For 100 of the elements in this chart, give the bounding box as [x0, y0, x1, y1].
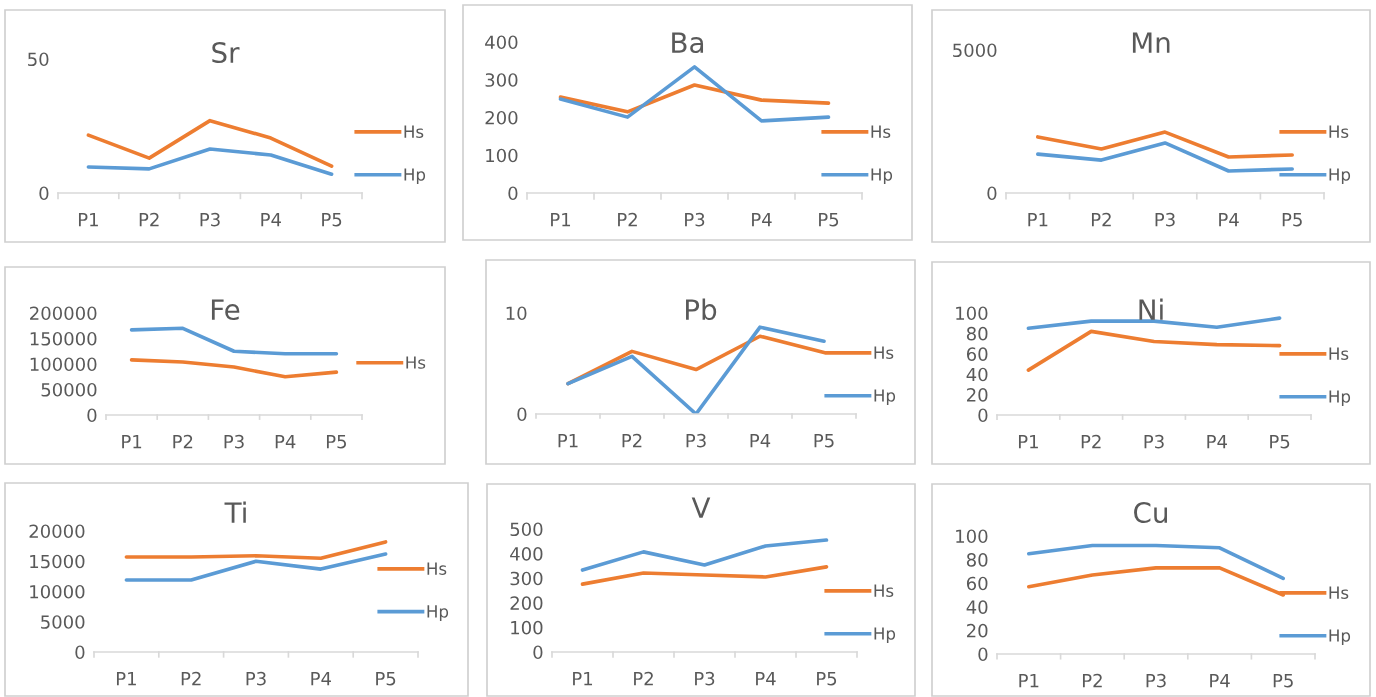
- y-tick-label: 400: [510, 547, 543, 561]
- line-series: [1035, 130, 1295, 159]
- x-tick-label: P1: [1019, 674, 1039, 688]
- x-tick-label: P2: [618, 212, 637, 227]
- line-series: [129, 358, 339, 379]
- y-tick-label: 80: [966, 553, 988, 567]
- legend-label: Hp: [874, 627, 896, 643]
- x-tick-label: P2: [181, 671, 201, 686]
- y-tick-label: 0: [533, 645, 543, 660]
- line-series: [129, 326, 339, 356]
- x-tick-label: P2: [139, 212, 159, 227]
- x-tick-label: P4: [752, 213, 772, 227]
- y-tick-label: 400: [485, 35, 518, 50]
- chart-title: V: [691, 497, 711, 518]
- x-tick-label: P3: [224, 434, 244, 449]
- x-tick-label: P2: [173, 434, 193, 449]
- x-tick-label: P5: [819, 213, 839, 227]
- legend-label: Hs: [406, 356, 426, 369]
- legend-label: Hs: [874, 584, 894, 597]
- legend-label: Hp: [427, 605, 449, 621]
- y-tick-label: 150000: [30, 331, 97, 346]
- x-tick-label: P4: [750, 434, 771, 448]
- x-tick-label: P1: [116, 672, 136, 686]
- x-tick-label: P5: [1282, 213, 1302, 227]
- y-tick-label: 20: [967, 623, 988, 638]
- x-tick-label: P4: [1207, 435, 1227, 449]
- y-tick-label: 300: [485, 73, 518, 87]
- x-tick-label: P5: [376, 672, 396, 686]
- y-tick-label: 20000: [29, 524, 85, 539]
- legend-label: Hp: [871, 168, 893, 184]
- x-tick-label: P5: [322, 213, 342, 227]
- y-tick-label: 5000: [41, 615, 85, 629]
- legend-label: Hp: [1329, 390, 1351, 406]
- x-tick-label: P4: [1210, 674, 1230, 688]
- x-tick-label: P1: [1018, 435, 1038, 449]
- legend-label: Hs: [1329, 125, 1349, 138]
- chart-title: Fe: [211, 299, 240, 321]
- line-series: [124, 540, 388, 561]
- line-series: [86, 118, 334, 169]
- x-tick-label: P4: [1219, 213, 1239, 227]
- line-series: [1035, 141, 1295, 173]
- x-tick-label: P1: [1028, 213, 1048, 227]
- x-tick-label: P4: [275, 435, 296, 449]
- x-tick-label: P3: [686, 433, 706, 448]
- y-tick-label: 500: [510, 522, 543, 537]
- chart-title: Ni: [1139, 298, 1163, 320]
- x-tick-label: P2: [1082, 673, 1102, 688]
- line-series: [558, 83, 831, 114]
- line-series: [580, 538, 829, 572]
- chart-title: Cu: [1134, 502, 1167, 524]
- y-tick-label: 20: [967, 388, 988, 402]
- y-tick-label: 200000: [30, 306, 97, 321]
- x-tick-label: P2: [622, 433, 642, 448]
- y-tick-label: 0: [987, 186, 997, 201]
- y-tick-label: 100: [486, 148, 518, 163]
- line-series: [1026, 543, 1286, 581]
- x-tick-label: P2: [634, 671, 653, 686]
- y-tick-label: 60: [966, 576, 988, 591]
- legend-label: Hs: [874, 346, 894, 359]
- chart-title: Sr: [212, 42, 240, 64]
- chart-title: Pb: [686, 298, 717, 321]
- legend-label: Hs: [404, 125, 424, 138]
- legend-label: Hp: [404, 168, 426, 184]
- y-tick-label: 0: [978, 408, 988, 423]
- x-tick-label: P1: [78, 213, 98, 227]
- x-tick-label: P4: [756, 672, 776, 686]
- legend-label: Hs: [1329, 347, 1349, 360]
- legend-label: Hp: [1329, 629, 1351, 645]
- y-tick-label: 15000: [30, 554, 85, 569]
- legend-label: Hp: [1329, 168, 1351, 184]
- y-tick-label: 50000: [41, 382, 97, 397]
- x-tick-label: P2: [1091, 212, 1111, 227]
- y-tick-label: 5000: [953, 43, 997, 58]
- legend-label: Hs: [871, 125, 891, 138]
- x-tick-label: P4: [311, 672, 331, 686]
- x-tick-label: P1: [558, 434, 578, 448]
- y-tick-label: 100: [956, 306, 988, 321]
- legend-label: Hs: [1329, 586, 1349, 599]
- x-tick-label: P3: [1155, 212, 1175, 227]
- x-tick-label: P5: [326, 435, 347, 449]
- x-tick-label: P4: [261, 213, 281, 227]
- x-tick-label: P1: [122, 435, 142, 449]
- x-tick-label: P3: [200, 212, 220, 227]
- y-tick-label: 0: [87, 408, 97, 423]
- x-tick-label: P3: [685, 212, 705, 227]
- y-tick-label: 200: [510, 596, 543, 610]
- y-tick-label: 100000: [30, 357, 97, 372]
- y-tick-label: 0: [39, 186, 49, 201]
- y-tick-label: 60: [966, 347, 988, 361]
- y-tick-label: 80: [966, 326, 988, 341]
- y-tick-label: 0: [978, 647, 988, 662]
- legend-label: Hp: [874, 389, 896, 405]
- y-tick-label: 0: [517, 407, 527, 422]
- line-series: [124, 552, 388, 582]
- x-tick-label: P2: [1081, 434, 1101, 449]
- x-tick-label: P3: [1144, 434, 1164, 449]
- y-tick-label: 10: [506, 306, 527, 321]
- y-tick-label: 300: [510, 571, 543, 586]
- line-series: [1026, 329, 1282, 372]
- x-tick-label: P1: [573, 672, 593, 686]
